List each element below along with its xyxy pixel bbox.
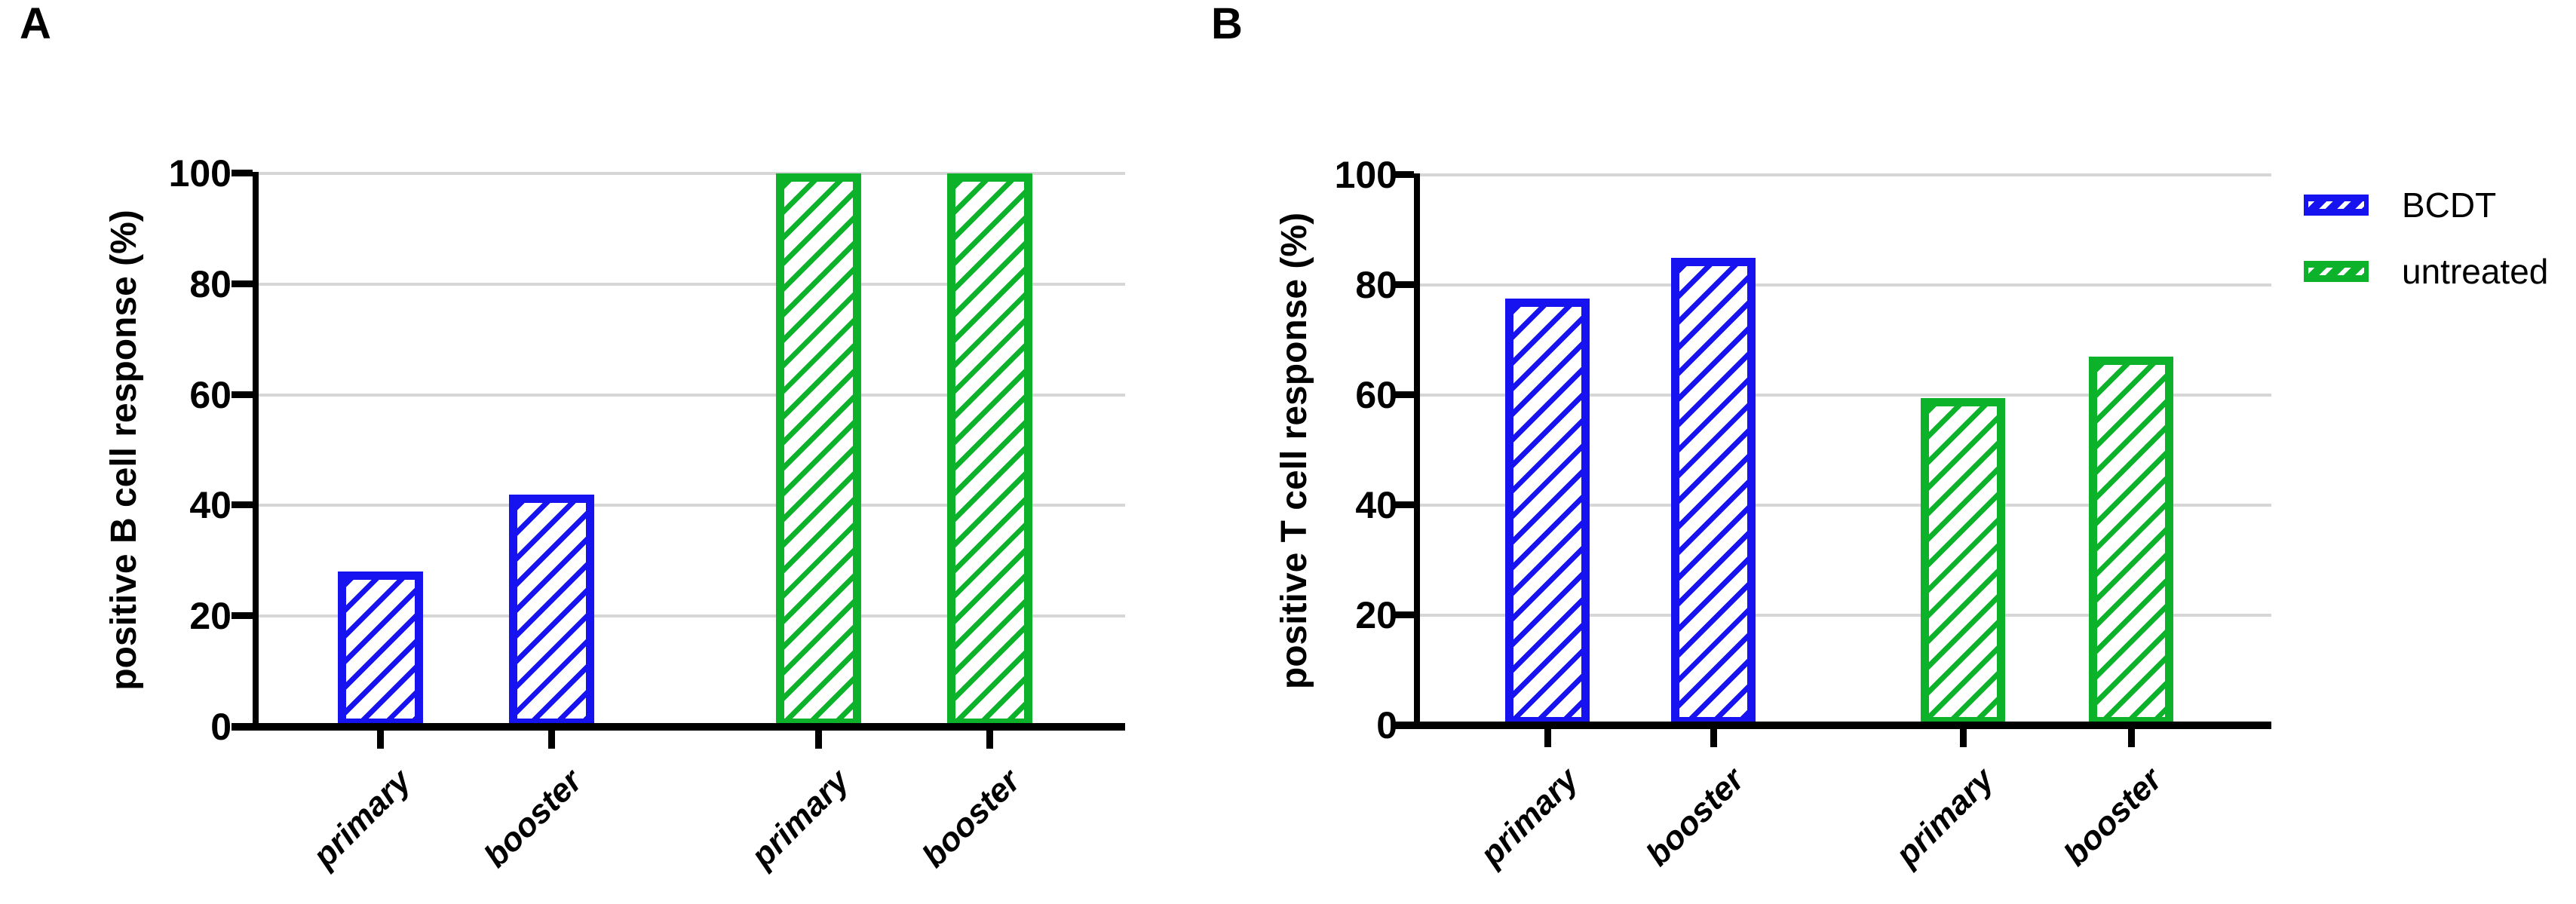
panel-a-y-tick-label-100: 100	[168, 152, 232, 195]
panel-b-bar-primary-BCDT	[1505, 299, 1590, 725]
panel-b-bar-booster-BCDT	[1671, 257, 1756, 725]
legend-item-untreated: untreated	[2304, 253, 2548, 290]
panel-b-x-label-primary: primary	[1888, 761, 2001, 874]
panel-a-y-axis-title: positive B cell response (%)	[104, 210, 144, 691]
bcdt-hatched-swatch-icon	[2304, 195, 2369, 216]
legend: BCDT untreated	[2304, 187, 2548, 290]
panel-b-y-tickmark-100	[1393, 171, 1414, 178]
untreated-hatched-swatch-icon	[2304, 261, 2369, 282]
panel-a-x-label-booster: booster	[915, 762, 1027, 875]
hatch-pattern	[2308, 268, 2364, 275]
panel-a-y-tick-label-40: 40	[189, 484, 232, 527]
panel-b-letter: B	[1211, 0, 1243, 48]
panel-b-gridline-80	[1420, 283, 2271, 287]
panel-b-y-tickmark-80	[1393, 281, 1414, 288]
panel-a-y-tickmark-80	[232, 280, 253, 287]
panel-b-y-tick-label-80: 80	[1355, 264, 1397, 306]
panel-b-y-tickmark-40	[1393, 501, 1414, 508]
panel-b-x-tickmark-1	[1710, 729, 1717, 747]
panel-a-x-tickmark-3	[986, 731, 993, 749]
panel-a-bar-booster-untreated	[946, 173, 1032, 727]
panel-a-x-label-primary: primary	[744, 762, 856, 875]
hatch-pattern	[2308, 201, 2364, 209]
panel-a-bar-booster-BCDT	[508, 494, 594, 727]
panel-b-bar-primary-untreated	[1921, 397, 2005, 725]
panel-b-y-tick-label-20: 20	[1355, 594, 1397, 636]
panel-b-gridline-40	[1420, 504, 2271, 507]
panel-b-y-tick-label-40: 40	[1355, 484, 1397, 526]
panel-b-y-tick-label-100: 100	[1334, 154, 1397, 196]
panel-b-x-tickmark-2	[1960, 729, 1967, 747]
panel-b-x-label-primary: primary	[1473, 761, 1585, 874]
panel-b-x-tickmark-3	[2128, 729, 2135, 747]
panel-a-y-tick-label-0: 0	[210, 706, 232, 748]
panel-b-gridline-60	[1420, 394, 2271, 397]
panel-a-y-tick-label-60: 60	[189, 373, 232, 416]
panel-a-y-tickmark-60	[232, 391, 253, 398]
panel-a-y-tickmark-20	[232, 612, 253, 620]
legend-item-bcdt: BCDT	[2304, 187, 2548, 223]
panel-a-x-tickmark-0	[377, 731, 384, 749]
panel-a-bar-primary-BCDT	[337, 572, 423, 727]
panel-b-y-tickmark-20	[1393, 611, 1414, 618]
legend-label-untreated: untreated	[2402, 252, 2549, 291]
panel-b-x-tickmark-0	[1544, 729, 1551, 747]
panel-b-y-axis-line	[1414, 173, 1420, 728]
panel-b-y-axis-title: positive T cell response (%)	[1274, 212, 1314, 690]
panel-a-y-axis-line	[253, 172, 259, 730]
panel-a-y-tick-label-80: 80	[189, 262, 232, 305]
panel-a-x-label-booster: booster	[477, 762, 589, 875]
panel-a-x-axis-line	[232, 723, 1125, 731]
panel-a-gridline-20	[259, 614, 1125, 618]
panel-a-y-tick-label-20: 20	[189, 595, 232, 638]
panel-b-x-axis-line	[1393, 722, 2271, 729]
panel-b-y-tickmark-60	[1393, 391, 1414, 398]
panel-b-gridline-20	[1420, 614, 2271, 617]
panel-a-bar-primary-untreated	[775, 173, 861, 727]
legend-label-bcdt: BCDT	[2402, 185, 2497, 225]
panel-b-gridline-100	[1420, 173, 2271, 176]
panel-a-x-tickmark-1	[548, 731, 555, 749]
panel-b-y-tick-label-60: 60	[1355, 374, 1397, 416]
panel-b-x-label-booster: booster	[1639, 761, 1751, 874]
panel-a-y-tickmark-100	[232, 170, 253, 176]
panel-a-x-label-primary: primary	[305, 762, 418, 875]
panel-a-gridline-40	[259, 504, 1125, 507]
panel-a-gridline-100	[259, 172, 1125, 175]
panel-a-letter: A	[20, 0, 51, 48]
panel-b-bar-booster-untreated	[2089, 356, 2173, 725]
panel-a-gridline-60	[259, 393, 1125, 397]
panel-a-x-tickmark-2	[815, 731, 822, 749]
panel-b-x-label-booster: booster	[2056, 761, 2169, 874]
panel-b-y-tick-label-0: 0	[1376, 704, 1397, 746]
panel-a-gridline-80	[259, 282, 1125, 286]
panel-a-y-tickmark-40	[232, 501, 253, 509]
